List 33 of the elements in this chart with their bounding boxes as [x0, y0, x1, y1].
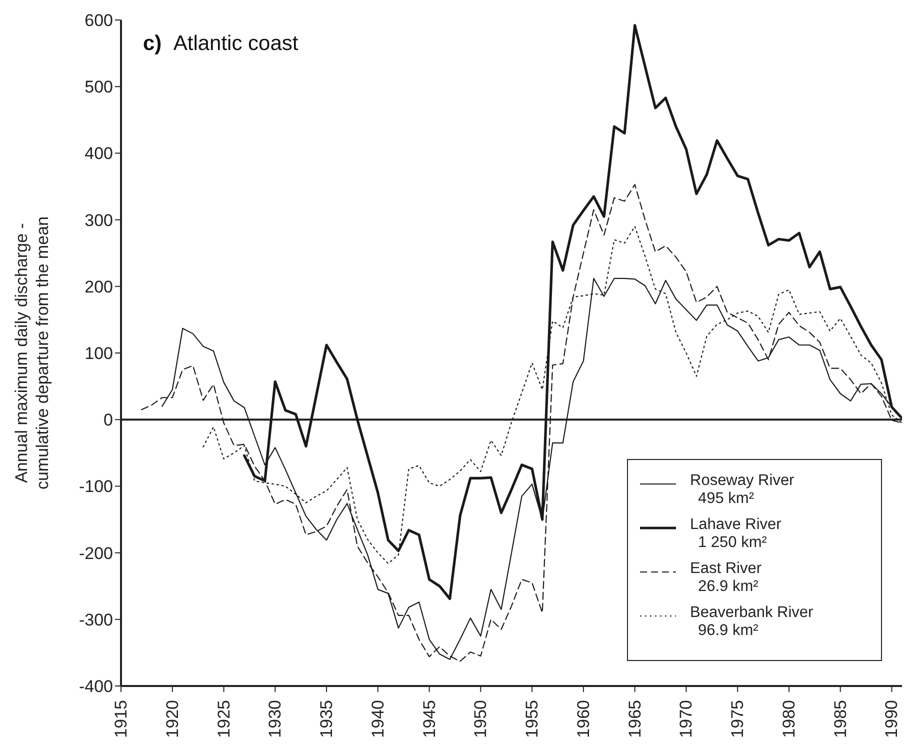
x-tick-label: 1970 [676, 700, 696, 738]
x-tick-label: 1975 [728, 700, 748, 738]
x-tick-label: 1930 [266, 700, 285, 738]
legend-label: East River 26.9 km² [690, 560, 762, 596]
y-tick-label: -200 [78, 544, 113, 563]
y-tick-label: 200 [84, 277, 113, 296]
text: c) Atlantic coast [143, 32, 298, 56]
x-tick-label: 1915 [112, 700, 130, 738]
x-tick-label: 1955 [522, 700, 542, 738]
y-tick-label: 100 [84, 344, 113, 364]
y-tick-label: 600 [84, 11, 113, 30]
x-tick-label: 1945 [420, 700, 439, 738]
x-tick-label: 1980 [779, 700, 798, 738]
y-tick-label: 400 [84, 144, 113, 164]
y-tick-label: 300 [84, 210, 113, 230]
x-tick-label: 1940 [368, 700, 388, 738]
y-tick-label: -300 [78, 610, 113, 630]
y-tick-label: -400 [78, 677, 113, 696]
legend-label: Beaverbank River 96.9 km² [690, 604, 814, 640]
x-tick-label: 1920 [162, 700, 182, 738]
legend-label: Roseway River 495 km² [690, 472, 794, 508]
y-tick-label: 500 [84, 78, 113, 97]
x-tick-label: 1950 [471, 700, 490, 738]
x-tick-label: 1925 [214, 700, 234, 738]
x-tick-label: 1960 [574, 700, 593, 738]
x-tick-label: 1965 [625, 700, 644, 738]
x-tick-label: 1935 [317, 700, 336, 738]
y-axis-title: Annual maximum daily discharge - cumulative departure from the mean [11, 216, 53, 490]
x-tick-label: 1985 [830, 700, 850, 738]
x-tick-label: 1990 [882, 700, 902, 738]
y-tick-label: 0 [104, 410, 113, 430]
y-tick-label: -100 [78, 477, 113, 496]
legend-label: Lahave River 1 250 km² [690, 516, 782, 552]
